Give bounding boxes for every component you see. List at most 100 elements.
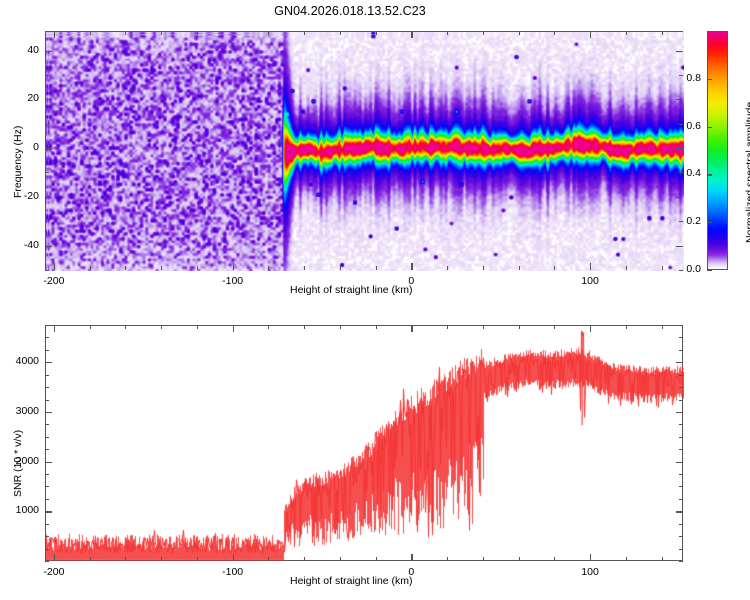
y-minor-tick [679, 498, 683, 500]
x-minor-tick [661, 266, 663, 270]
y-minor-tick [679, 436, 683, 438]
y-minor-tick [45, 221, 49, 223]
colorbar-tick-label: 0.0 [686, 263, 701, 275]
y-minor-tick [679, 123, 683, 125]
x-minor-tick [339, 325, 341, 329]
x-minor-tick [554, 557, 556, 561]
colorbar-tick-label: 0.6 [686, 119, 701, 132]
y-minor-tick [45, 74, 49, 76]
colorbar-tick [707, 222, 712, 224]
x-minor-tick [125, 325, 127, 329]
x-minor-tick [518, 266, 520, 270]
x-major-tick [411, 263, 413, 270]
y-minor-tick [679, 387, 683, 389]
y-major-tick [45, 196, 52, 199]
x-minor-tick [161, 557, 163, 561]
x-minor-tick [89, 325, 91, 329]
y-minor-tick [45, 349, 49, 351]
x-minor-tick [482, 325, 484, 329]
y-tick-label: 3000 [15, 404, 39, 417]
x-minor-tick [125, 266, 127, 270]
colorbar-tick-label: 0.8 [686, 71, 701, 84]
y-minor-tick [45, 561, 49, 562]
snr-panel [45, 325, 684, 562]
x-major-tick [53, 554, 56, 561]
x-minor-tick [268, 266, 270, 270]
x-tick-label: 0 [408, 275, 415, 287]
y-minor-tick [45, 498, 49, 500]
y-minor-tick [45, 548, 49, 550]
x-minor-tick [339, 557, 341, 561]
y-minor-tick [45, 172, 49, 174]
y-minor-tick [679, 74, 683, 76]
x-minor-tick [625, 266, 627, 270]
y-minor-tick [679, 548, 683, 550]
x-minor-tick [89, 557, 91, 561]
y-major-tick [45, 362, 52, 364]
x-minor-tick [196, 266, 198, 270]
x-minor-tick [304, 266, 306, 270]
y-tick-label: 20 [27, 92, 39, 105]
y-minor-tick [679, 325, 683, 326]
snr-x-axis-label: Height of straight line (km) [290, 575, 413, 587]
x-minor-tick [447, 266, 449, 270]
y-minor-tick [45, 374, 49, 376]
x-major-tick [53, 325, 56, 332]
y-minor-tick [679, 474, 683, 476]
x-minor-tick [661, 557, 663, 561]
x-minor-tick [125, 31, 127, 35]
colorbar-tick-label: 0.4 [686, 167, 701, 180]
x-minor-tick [447, 557, 449, 561]
y-minor-tick [45, 387, 49, 389]
colorbar-label: Normalized spectral amplitude [744, 101, 750, 243]
x-major-tick [232, 325, 234, 332]
y-minor-tick [45, 449, 49, 451]
colorbar-tick [707, 270, 712, 272]
x-minor-tick [482, 557, 484, 561]
x-minor-tick [161, 31, 163, 35]
x-minor-tick [268, 31, 270, 35]
x-minor-tick [447, 31, 449, 35]
y-major-tick [45, 411, 52, 414]
y-minor-tick [45, 424, 49, 426]
spectrogram-y-axis-label: Frequency (Hz) [12, 125, 24, 198]
y-minor-tick [679, 449, 683, 451]
y-minor-tick [679, 172, 683, 174]
x-minor-tick [268, 325, 270, 329]
x-minor-tick [482, 31, 484, 35]
y-minor-tick [45, 474, 49, 476]
x-minor-tick [339, 31, 341, 35]
spectrogram-x-axis-label: Height of straight line (km) [290, 284, 413, 296]
colorbar-gradient [708, 32, 727, 269]
x-minor-tick [268, 557, 270, 561]
x-minor-tick [196, 31, 198, 35]
x-major-tick [411, 554, 413, 561]
x-tick-label: -100 [222, 275, 244, 287]
x-tick-label: 100 [581, 275, 599, 287]
y-minor-tick [45, 523, 49, 525]
x-minor-tick [375, 557, 377, 561]
x-minor-tick [518, 325, 520, 329]
colorbar-tick [707, 174, 712, 176]
spectrogram-panel [45, 31, 684, 271]
y-major-tick [45, 461, 52, 463]
x-minor-tick [304, 557, 306, 561]
x-minor-tick [554, 325, 556, 329]
y-minor-tick [679, 221, 683, 223]
x-minor-tick [375, 266, 377, 270]
y-minor-tick [45, 436, 49, 438]
x-minor-tick [625, 325, 627, 329]
y-minor-tick [45, 325, 49, 326]
y-major-tick [676, 50, 683, 52]
y-major-tick [676, 511, 683, 513]
y-major-tick [45, 148, 52, 150]
x-tick-label: -200 [43, 275, 65, 287]
x-minor-tick [161, 325, 163, 329]
colorbar-tick-label: 0.2 [686, 215, 701, 228]
y-major-tick [45, 50, 52, 52]
y-major-tick [676, 362, 683, 364]
y-minor-tick [45, 123, 49, 125]
y-major-tick [676, 99, 683, 101]
y-minor-tick [679, 536, 683, 538]
y-minor-tick [679, 399, 683, 401]
